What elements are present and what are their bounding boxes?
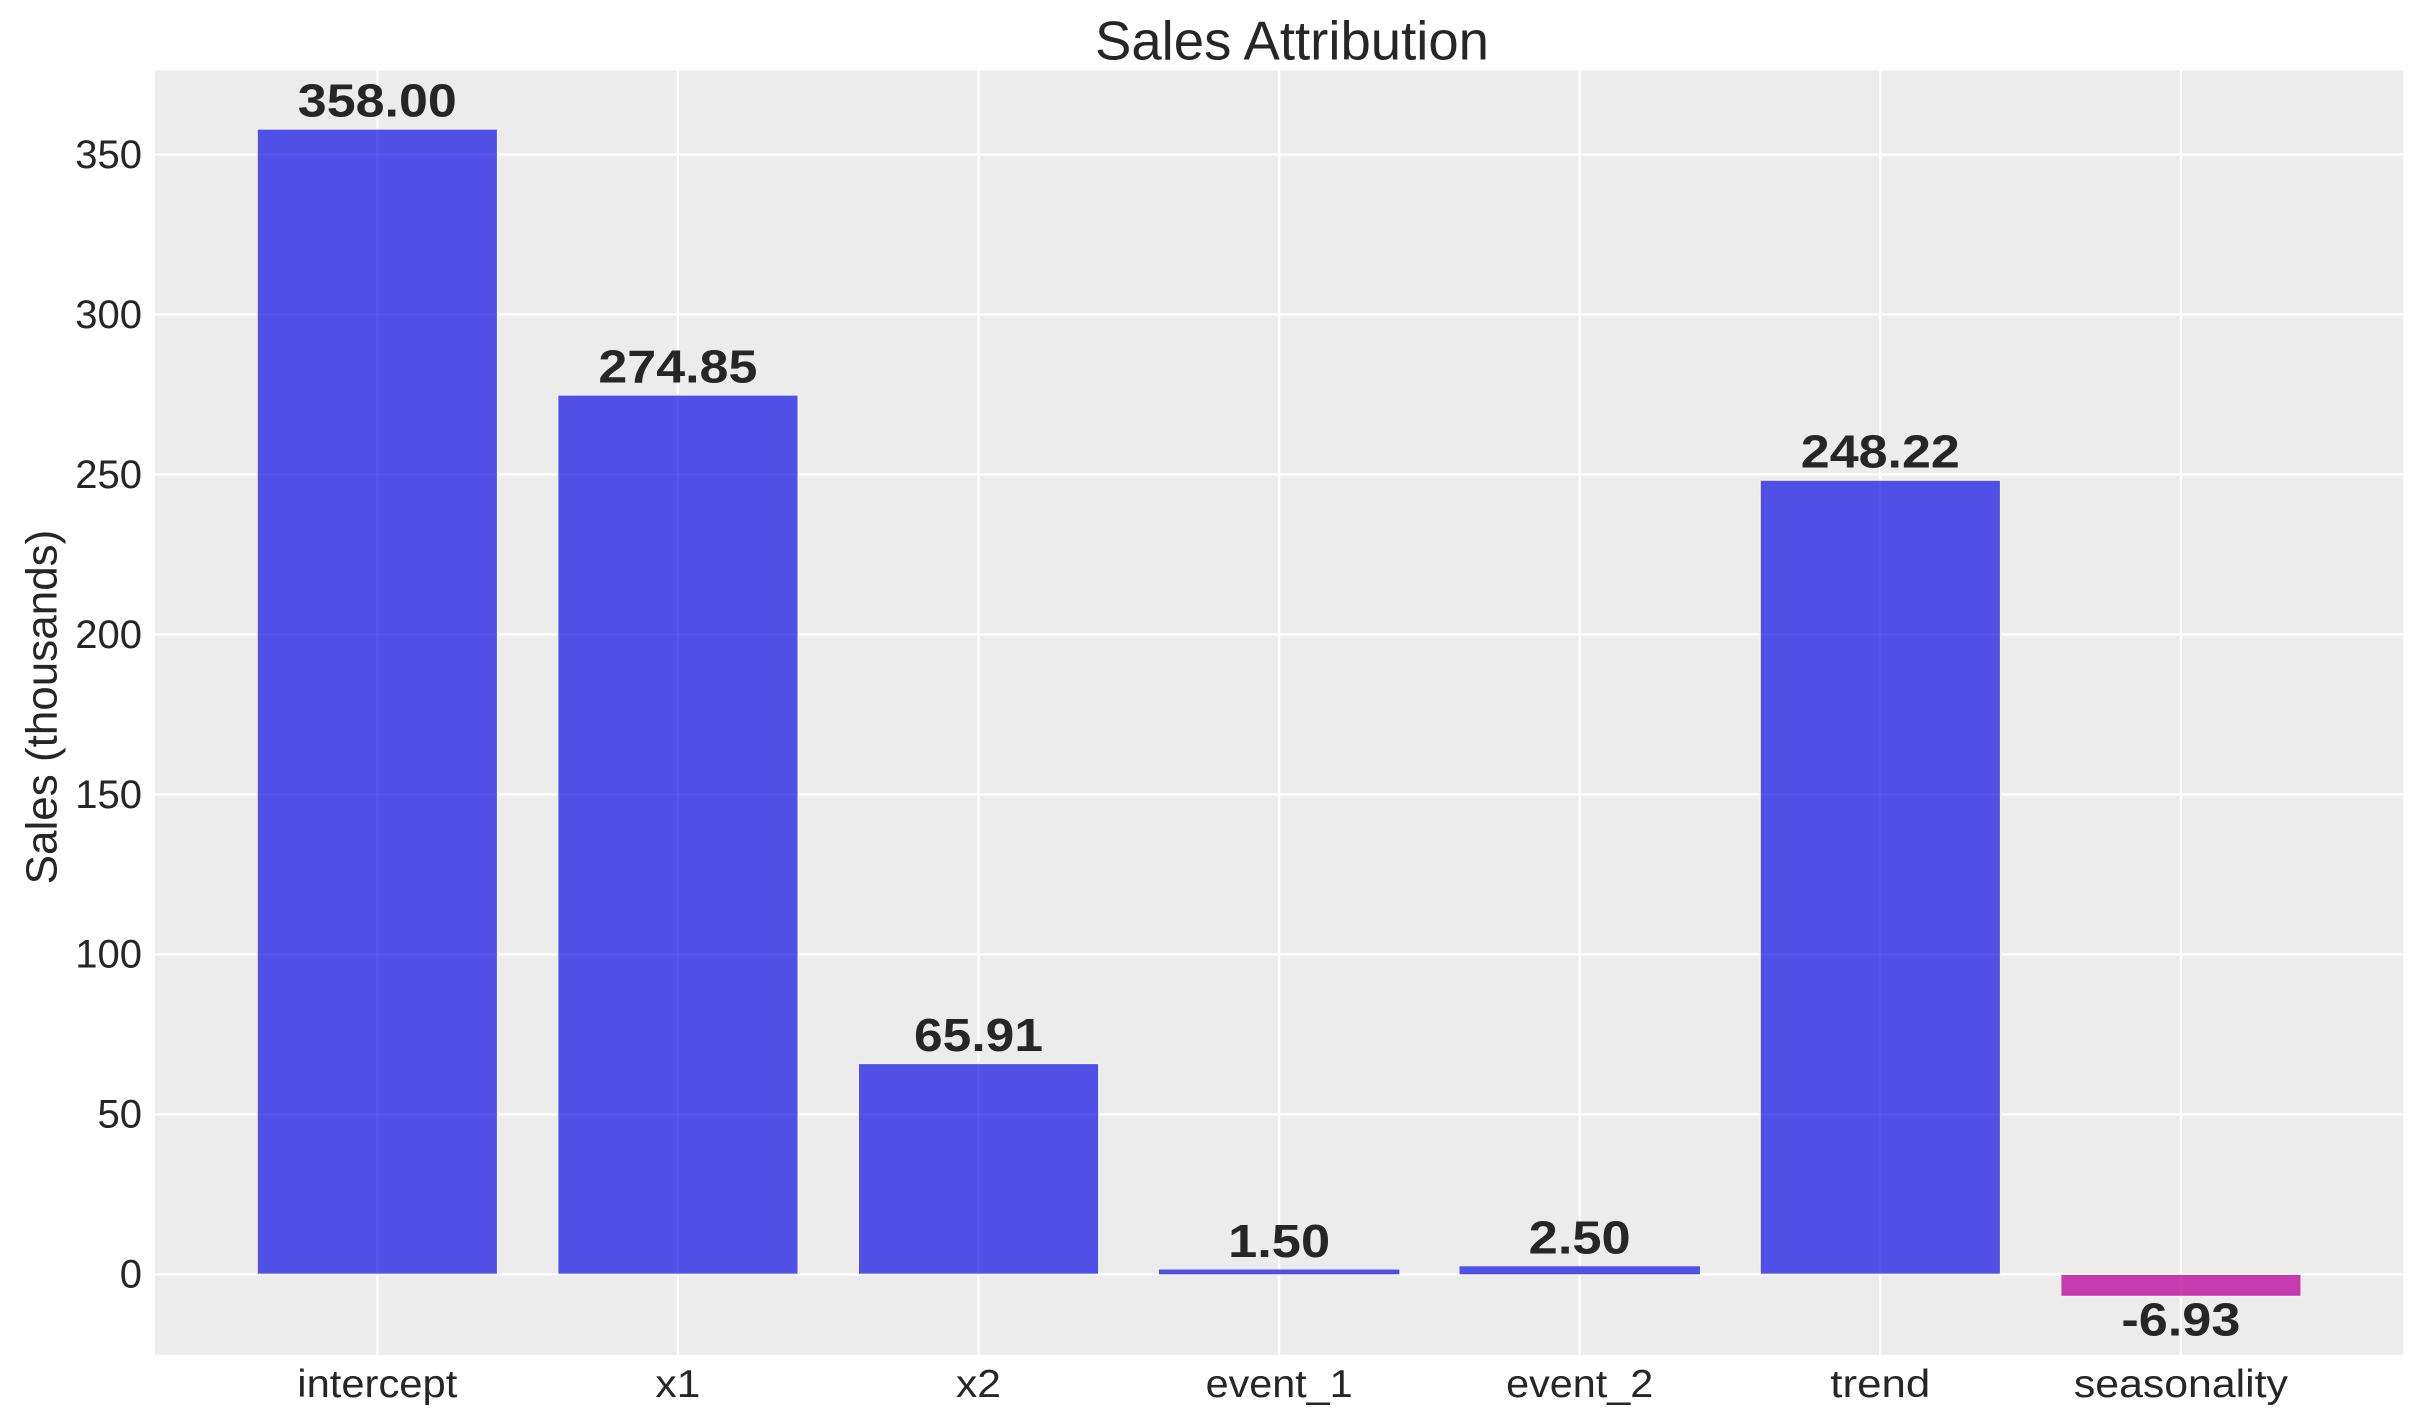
svg-text:Sales Attribution: Sales Attribution [1095,10,1489,72]
svg-text:250: 250 [75,453,142,497]
svg-text:65.91: 65.91 [914,1009,1043,1061]
svg-text:1.50: 1.50 [1228,1215,1330,1267]
svg-text:300: 300 [75,293,142,337]
svg-text:248.22: 248.22 [1801,426,1960,478]
svg-text:0: 0 [120,1253,142,1297]
svg-text:intercept: intercept [297,1363,457,1406]
svg-text:-6.93: -6.93 [2121,1293,2240,1345]
svg-text:150: 150 [75,773,142,817]
svg-text:2.50: 2.50 [1529,1212,1631,1264]
svg-text:50: 50 [98,1093,143,1137]
svg-text:x2: x2 [956,1363,1001,1406]
svg-text:100: 100 [75,933,142,977]
svg-text:Sales (thousands): Sales (thousands) [18,530,67,885]
svg-text:seasonality: seasonality [2074,1363,2289,1406]
svg-text:trend: trend [1830,1363,1930,1406]
svg-text:200: 200 [75,613,142,657]
svg-text:event_2: event_2 [1506,1363,1653,1406]
svg-text:358.00: 358.00 [298,74,457,126]
svg-text:x1: x1 [655,1363,700,1406]
svg-text:event_1: event_1 [1206,1363,1353,1406]
svg-text:274.85: 274.85 [598,340,757,392]
svg-text:350: 350 [75,133,142,177]
